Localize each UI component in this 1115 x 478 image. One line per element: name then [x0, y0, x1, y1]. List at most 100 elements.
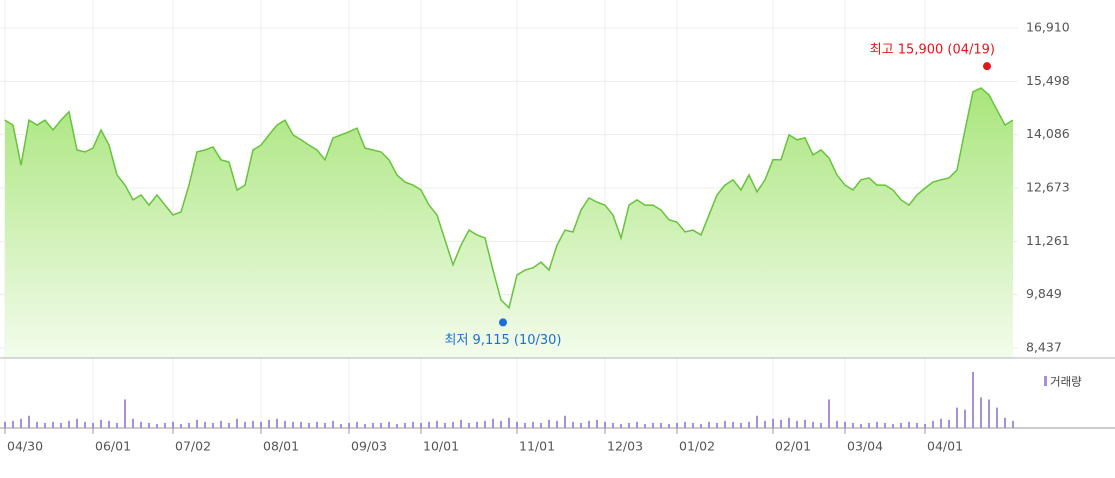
volume-bar	[452, 421, 454, 428]
volume-bar	[548, 419, 550, 428]
volume-bar	[564, 415, 566, 428]
volume-bar	[164, 422, 166, 428]
volume-bar	[924, 423, 926, 428]
volume-bar	[756, 415, 758, 428]
volume-bar	[516, 421, 518, 428]
volume-bar	[260, 421, 262, 428]
volume-bar	[572, 421, 574, 428]
volume-bar	[732, 421, 734, 428]
volume-bar	[172, 421, 174, 428]
volume-bar	[300, 421, 302, 428]
extreme-marker	[499, 318, 507, 327]
volume-bar	[740, 422, 742, 428]
volume-bar	[748, 421, 750, 428]
volume-bar	[308, 422, 310, 428]
extreme-label: 최고 15,900 (04/19)	[870, 43, 995, 58]
volume-bar	[196, 419, 198, 428]
x-tick-label: 02/01	[775, 439, 811, 454]
volume-bar	[668, 423, 670, 428]
volume-bar	[316, 421, 318, 428]
volume-bar	[492, 418, 494, 428]
volume-bar	[900, 422, 902, 428]
volume-bar	[476, 421, 478, 428]
volume-bar	[1012, 420, 1014, 428]
volume-bar	[700, 423, 702, 428]
volume-bar	[940, 418, 942, 428]
volume-bar	[12, 420, 14, 428]
volume-bar	[444, 422, 446, 428]
volume-bar	[796, 420, 798, 428]
volume-bar	[612, 422, 614, 428]
volume-bar	[556, 420, 558, 428]
x-tick-label: 09/03	[351, 439, 387, 454]
volume-bar	[284, 420, 286, 428]
extreme-marker	[983, 62, 991, 71]
volume-bar	[596, 419, 598, 428]
x-tick-label: 11/01	[519, 439, 555, 454]
x-tick-label: 04/30	[7, 439, 43, 454]
legend-label: 거래량	[1050, 375, 1082, 389]
volume-bar	[524, 422, 526, 428]
volume-bar	[364, 423, 366, 428]
volume-bar	[772, 418, 774, 428]
x-tick-label: 06/01	[95, 439, 131, 454]
volume-bar	[108, 420, 110, 428]
volume-bar	[396, 423, 398, 428]
y-tick-label: 14,086	[1026, 126, 1070, 141]
volume-bar	[636, 421, 638, 428]
volume-bar	[956, 407, 958, 428]
volume-bar	[100, 419, 102, 428]
volume-bar	[372, 422, 374, 428]
volume-bar	[692, 422, 694, 428]
x-tick-label: 07/02	[175, 439, 211, 454]
volume-bar	[188, 422, 190, 428]
volume-bar	[340, 423, 342, 428]
y-tick-label: 15,498	[1026, 73, 1070, 88]
volume-bar	[788, 417, 790, 428]
volume-bar	[948, 419, 950, 428]
volume-bar	[916, 422, 918, 428]
volume-bar	[252, 420, 254, 428]
volume-bar	[980, 397, 982, 428]
y-tick-label: 9,849	[1026, 286, 1062, 301]
volume-bar	[428, 421, 430, 428]
volume-bar	[116, 422, 118, 428]
volume-bar	[52, 421, 54, 428]
volume-bar	[652, 422, 654, 428]
volume-bar	[148, 422, 150, 428]
volume-bar	[844, 421, 846, 428]
volume-bar	[60, 422, 62, 428]
volume-bar	[972, 372, 974, 428]
volume-bar	[836, 420, 838, 428]
volume-bar	[996, 407, 998, 428]
volume-bar	[460, 419, 462, 428]
volume-bar	[580, 422, 582, 428]
volume-bar	[588, 420, 590, 428]
volume-bar	[644, 423, 646, 428]
plot	[4, 87, 1014, 428]
volume-bar	[892, 423, 894, 428]
volume-bar	[468, 422, 470, 428]
volume-bar	[684, 421, 686, 428]
volume-bar	[716, 422, 718, 428]
volume-bar	[508, 417, 510, 428]
volume-bar	[228, 422, 230, 428]
volume-bar	[236, 418, 238, 428]
volume-bar	[884, 422, 886, 428]
x-tick-label: 08/01	[263, 439, 299, 454]
volume-bar	[908, 421, 910, 428]
volume-bar	[356, 421, 358, 428]
volume-bar	[804, 419, 806, 428]
volume-bar	[332, 420, 334, 428]
volume-bar	[268, 419, 270, 428]
volume-bar	[876, 421, 878, 428]
volume-bar	[156, 423, 158, 428]
volume-bar	[44, 422, 46, 428]
y-tick-label: 8,437	[1026, 340, 1062, 355]
volume-bar	[380, 422, 382, 428]
legend-swatch	[1044, 376, 1047, 386]
volume-bar	[932, 420, 934, 428]
volume-bar	[500, 420, 502, 428]
volume-bar	[988, 399, 990, 428]
